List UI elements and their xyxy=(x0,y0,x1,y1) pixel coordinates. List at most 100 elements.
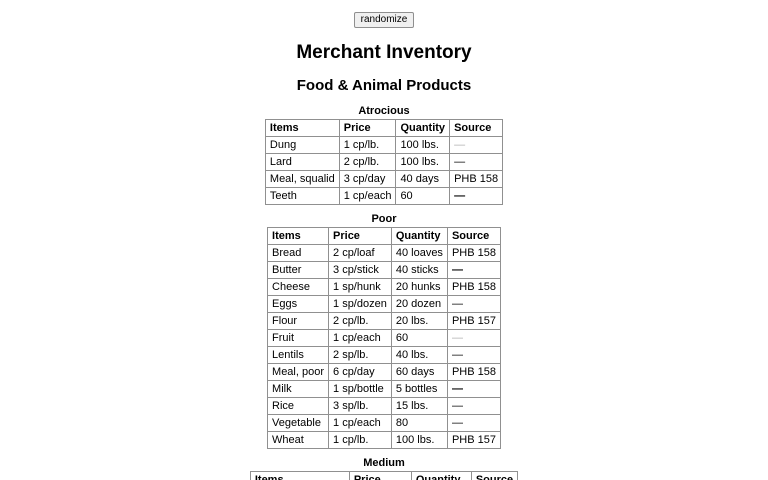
randomize-button[interactable]: randomize xyxy=(353,12,415,28)
category-title: Food & Animal Products xyxy=(296,77,472,94)
item-cell: Meal, poor xyxy=(267,363,330,381)
source-cell: — xyxy=(446,397,501,415)
column-header-item: Items xyxy=(264,119,340,137)
price-cell: 2 cp/lb. xyxy=(328,312,392,330)
tier-tables: Atrocious Items Price Quantity Source Dung 1 c… xyxy=(0,106,768,480)
column-header-price: Price xyxy=(348,471,412,480)
table-row: Wheat 1 cp/lb. 100 lbs. PHB 157 xyxy=(267,431,501,449)
quantity-cell: 20 dozen xyxy=(390,295,448,313)
column-header-source: Source xyxy=(446,227,501,245)
item-cell: Bread xyxy=(267,244,330,262)
table-row: Eggs 1 sp/dozen 20 dozen — xyxy=(267,295,501,313)
item-cell: Fruit xyxy=(267,329,330,347)
column-header-item: Items xyxy=(267,227,330,245)
source-cell: PHB 157 xyxy=(446,431,501,449)
source-cell: — xyxy=(449,136,504,154)
price-cell: 2 cp/loaf xyxy=(328,244,392,262)
price-cell: 1 cp/lb. xyxy=(328,431,392,449)
source-cell: — xyxy=(449,153,504,171)
item-cell: Butter xyxy=(267,261,330,279)
price-cell: 1 cp/each xyxy=(328,414,392,432)
table-row: Bread 2 cp/loaf 40 loaves PHB 158 xyxy=(267,244,501,262)
column-header-quantity: Quantity xyxy=(390,227,448,245)
quantity-cell: 100 lbs. xyxy=(390,431,448,449)
item-cell: Meal, squalid xyxy=(264,170,340,188)
price-cell: 1 cp/each xyxy=(328,329,392,347)
table-row: Meal, squalid 3 cp/day 40 days PHB 158 xyxy=(264,170,504,188)
table-row: Milk 1 sp/bottle 5 bottles — xyxy=(267,380,501,398)
toolbar: randomize xyxy=(0,9,768,28)
tier-heading-atrocious: Atrocious xyxy=(358,105,410,117)
price-cell: 1 cp/lb. xyxy=(338,136,397,154)
quantity-cell: 40 loaves xyxy=(390,244,448,262)
table-row: Rice 3 sp/lb. 15 lbs. — xyxy=(267,397,501,415)
inventory-table-atrocious: Items Price Quantity Source Dung 1 cp/lb. 100 … xyxy=(264,119,504,205)
column-header-quantity: Quantity xyxy=(410,471,472,480)
price-cell: 2 cp/lb. xyxy=(338,153,397,171)
quantity-cell: 20 lbs. xyxy=(390,312,448,330)
price-cell: 6 cp/day xyxy=(328,363,392,381)
source-cell: — xyxy=(449,187,504,205)
source-cell: — xyxy=(446,346,501,364)
table-row: Butter 3 cp/stick 40 sticks — xyxy=(267,261,501,279)
column-header-source: Source xyxy=(449,119,504,137)
column-header-price: Price xyxy=(338,119,397,137)
table-row: Dung 1 cp/lb. 100 lbs. — xyxy=(264,136,504,154)
column-header-price: Price xyxy=(328,227,392,245)
table-row: Lard 2 cp/lb. 100 lbs. — xyxy=(264,153,504,171)
price-cell: 3 cp/stick xyxy=(328,261,392,279)
item-cell: Vegetable xyxy=(267,414,330,432)
quantity-cell: 15 lbs. xyxy=(390,397,448,415)
quantity-cell: 80 xyxy=(390,414,448,432)
source-cell: — xyxy=(446,414,501,432)
item-cell: Cheese xyxy=(267,278,330,296)
table-row: Vegetable 1 cp/each 80— xyxy=(267,414,501,432)
item-cell: Flour xyxy=(267,312,330,330)
quantity-cell: 40 days xyxy=(395,170,451,188)
price-cell: 2 sp/lb. xyxy=(328,346,392,364)
source-cell: PHB 158 xyxy=(446,278,501,296)
tier-heading-medium: Medium xyxy=(363,457,405,469)
quantity-cell: 5 bottles xyxy=(390,380,448,398)
item-cell: Wheat xyxy=(267,431,330,449)
page-title: Merchant Inventory xyxy=(296,42,472,63)
table-row: Fruit 1 cp/each 60— xyxy=(267,329,501,347)
item-cell: Teeth xyxy=(264,187,340,205)
inventory-table-poor: Items Price Quantity Source Bread 2 cp/loaf 40… xyxy=(267,227,501,449)
item-cell: Eggs xyxy=(267,295,330,313)
price-cell: 1 sp/hunk xyxy=(328,278,392,296)
price-cell: 1 sp/dozen xyxy=(328,295,392,313)
source-cell: PHB 158 xyxy=(449,170,504,188)
source-cell: — xyxy=(446,261,501,279)
item-cell: Lentils xyxy=(267,346,330,364)
source-cell: PHB 158 xyxy=(446,244,501,262)
table-row: Meal, poor 6 cp/day 60 days PHB 158 xyxy=(267,363,501,381)
header-row: Items Price Quantity Source xyxy=(267,227,501,245)
table-row: Teeth 1 cp/each 60— xyxy=(264,187,504,205)
column-header-source: Source xyxy=(470,471,519,480)
price-cell: 1 sp/bottle xyxy=(328,380,392,398)
item-cell: Rice xyxy=(267,397,330,415)
source-cell: — xyxy=(446,380,501,398)
table-row: Cheese 1 sp/hunk 20 hunks PHB 158 xyxy=(267,278,501,296)
item-cell: Lard xyxy=(264,153,340,171)
table-row: Flour 2 cp/lb. 20 lbs. PHB 157 xyxy=(267,312,501,330)
quantity-cell: 40 sticks xyxy=(390,261,448,279)
column-header-item: Items xyxy=(249,471,350,480)
source-cell: PHB 158 xyxy=(446,363,501,381)
quantity-cell: 100 lbs. xyxy=(395,136,451,154)
quantity-cell: 40 lbs. xyxy=(390,346,448,364)
quantity-cell: 60 xyxy=(395,187,451,205)
quantity-cell: 60 days xyxy=(390,363,448,381)
source-cell: — xyxy=(446,295,501,313)
source-cell: — xyxy=(446,329,501,347)
column-header-quantity: Quantity xyxy=(395,119,451,137)
price-cell: 1 cp/each xyxy=(338,187,397,205)
source-cell: PHB 157 xyxy=(446,312,501,330)
item-cell: Dung xyxy=(264,136,340,154)
header-row: Items Price Quantity Source xyxy=(264,119,504,137)
tier-heading-poor: Poor xyxy=(371,213,397,225)
price-cell: 3 sp/lb. xyxy=(328,397,392,415)
table-row: Lentils 2 sp/lb. 40 lbs. — xyxy=(267,346,501,364)
